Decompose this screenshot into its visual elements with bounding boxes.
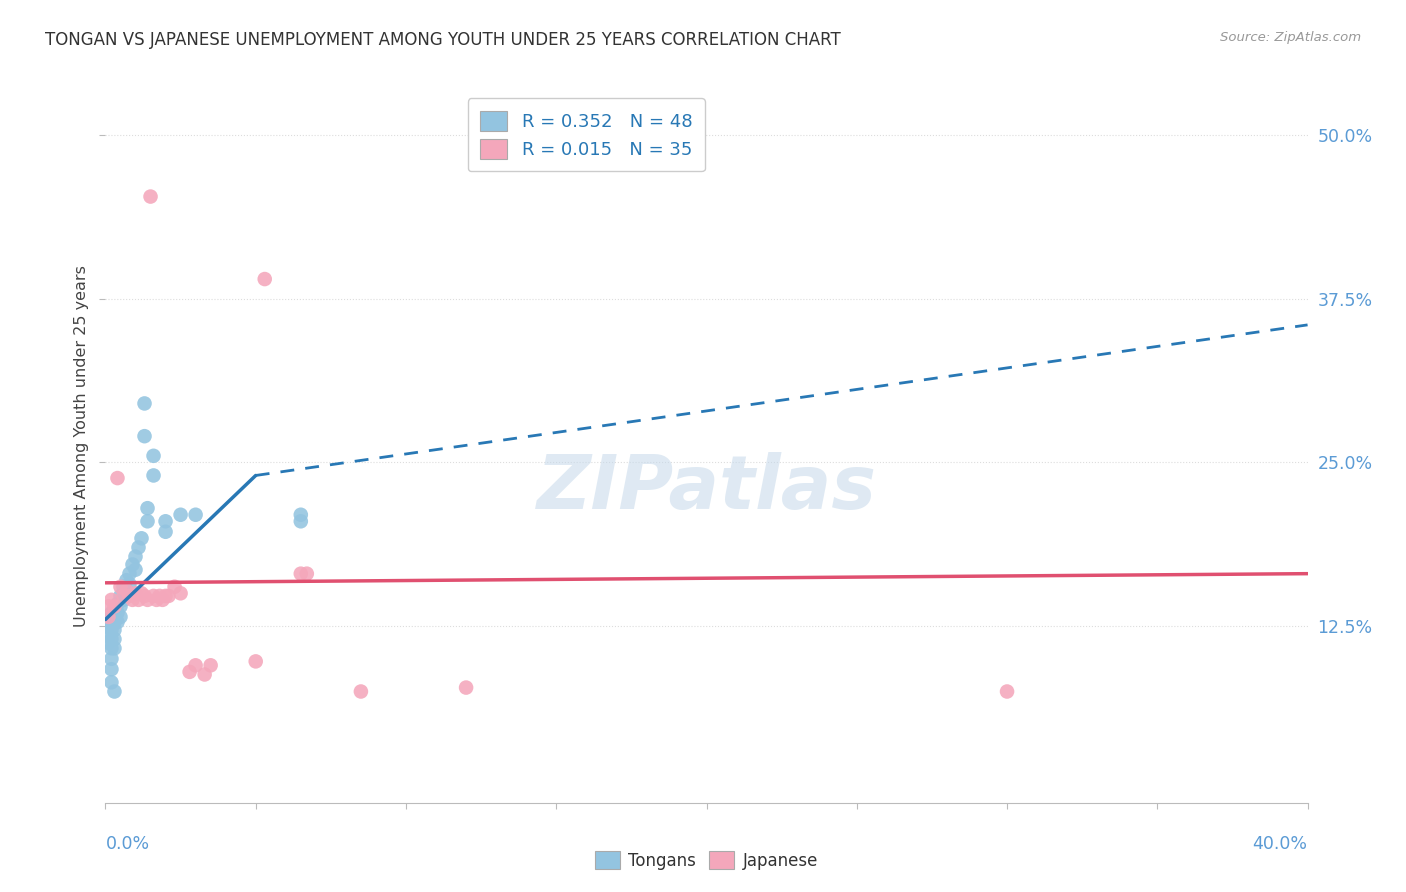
Point bbox=[107, 597, 129, 611]
Point bbox=[103, 632, 125, 647]
Point bbox=[253, 272, 276, 286]
Point bbox=[148, 589, 170, 603]
Point bbox=[295, 566, 318, 581]
Point bbox=[110, 580, 132, 594]
Point bbox=[179, 665, 201, 679]
Point bbox=[110, 589, 132, 603]
Point bbox=[145, 592, 167, 607]
Point bbox=[97, 628, 120, 642]
Point bbox=[103, 615, 125, 629]
Point bbox=[118, 589, 141, 603]
Point bbox=[112, 592, 135, 607]
Point bbox=[103, 641, 125, 656]
Point bbox=[134, 429, 156, 443]
Point bbox=[454, 681, 477, 695]
Point bbox=[107, 615, 129, 629]
Point bbox=[100, 623, 122, 637]
Point bbox=[350, 684, 373, 698]
Point bbox=[100, 662, 122, 676]
Point bbox=[290, 508, 312, 522]
Text: Source: ZipAtlas.com: Source: ZipAtlas.com bbox=[1220, 31, 1361, 45]
Point bbox=[134, 396, 156, 410]
Point bbox=[97, 612, 120, 626]
Point bbox=[124, 586, 146, 600]
Legend: Tongans, Japanese: Tongans, Japanese bbox=[588, 845, 825, 877]
Point bbox=[100, 641, 122, 656]
Point bbox=[134, 589, 156, 603]
Point bbox=[184, 508, 207, 522]
Text: TONGAN VS JAPANESE UNEMPLOYMENT AMONG YOUTH UNDER 25 YEARS CORRELATION CHART: TONGAN VS JAPANESE UNEMPLOYMENT AMONG YO… bbox=[45, 31, 841, 49]
Point bbox=[200, 658, 222, 673]
Point bbox=[155, 524, 177, 539]
Point bbox=[97, 619, 120, 633]
Point bbox=[110, 599, 132, 614]
Point bbox=[128, 541, 150, 555]
Point bbox=[139, 189, 162, 203]
Text: 0.0%: 0.0% bbox=[105, 835, 149, 853]
Point bbox=[107, 471, 129, 485]
Point bbox=[136, 501, 159, 516]
Point bbox=[112, 589, 135, 603]
Point bbox=[115, 583, 138, 598]
Point bbox=[110, 610, 132, 624]
Point bbox=[100, 652, 122, 666]
Point bbox=[112, 580, 135, 594]
Point bbox=[128, 592, 150, 607]
Point bbox=[157, 589, 180, 603]
Y-axis label: Unemployment Among Youth under 25 years: Unemployment Among Youth under 25 years bbox=[73, 265, 89, 627]
Point bbox=[121, 558, 143, 572]
Text: ZIPatlas: ZIPatlas bbox=[537, 452, 876, 525]
Point bbox=[118, 577, 141, 591]
Point bbox=[131, 531, 153, 545]
Point bbox=[124, 549, 146, 564]
Point bbox=[121, 592, 143, 607]
Point bbox=[152, 592, 174, 607]
Point bbox=[100, 615, 122, 629]
Point bbox=[124, 563, 146, 577]
Point bbox=[103, 623, 125, 637]
Point bbox=[169, 586, 191, 600]
Point bbox=[103, 602, 125, 616]
Point bbox=[290, 566, 312, 581]
Point bbox=[169, 508, 191, 522]
Point bbox=[131, 586, 153, 600]
Point bbox=[142, 589, 165, 603]
Point bbox=[103, 684, 125, 698]
Point bbox=[107, 606, 129, 620]
Point bbox=[155, 514, 177, 528]
Point bbox=[97, 610, 120, 624]
Point bbox=[115, 583, 138, 598]
Point bbox=[100, 592, 122, 607]
Point bbox=[100, 675, 122, 690]
Point bbox=[115, 573, 138, 587]
Point bbox=[103, 610, 125, 624]
Text: 40.0%: 40.0% bbox=[1253, 835, 1308, 853]
Point bbox=[118, 566, 141, 581]
Point bbox=[163, 580, 186, 594]
Point bbox=[142, 468, 165, 483]
Point bbox=[184, 658, 207, 673]
Point bbox=[103, 599, 125, 614]
Point bbox=[100, 606, 122, 620]
Point bbox=[194, 667, 217, 681]
Point bbox=[136, 514, 159, 528]
Point bbox=[97, 636, 120, 650]
Point bbox=[142, 449, 165, 463]
Point bbox=[155, 589, 177, 603]
Point bbox=[97, 599, 120, 614]
Point bbox=[995, 684, 1018, 698]
Point bbox=[100, 632, 122, 647]
Point bbox=[136, 592, 159, 607]
Point bbox=[290, 514, 312, 528]
Point bbox=[245, 654, 267, 668]
